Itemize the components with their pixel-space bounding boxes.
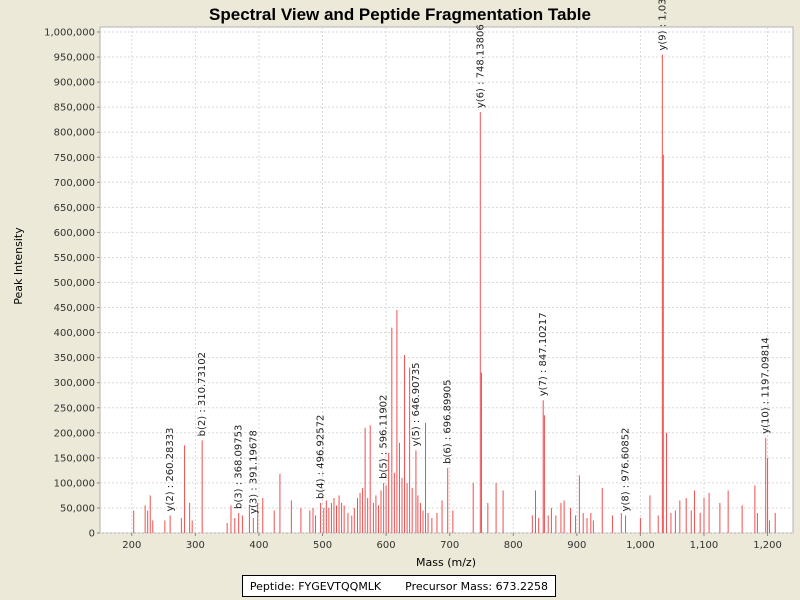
peak-annotation: y(7) : 847.10217 <box>538 312 549 396</box>
y-tick-label: 450,000 <box>54 303 95 314</box>
y-tick-label: 200,000 <box>54 428 95 439</box>
y-tick-label: 350,000 <box>54 353 95 364</box>
x-tick-label: 800 <box>504 540 523 551</box>
peak-annotation: y(5) : 646.90735 <box>411 362 422 446</box>
peak-annotation: b(2) : 310.73102 <box>197 352 208 436</box>
x-tick-label: 1,100 <box>690 540 719 551</box>
y-tick-label: 750,000 <box>54 153 95 164</box>
x-tick-label: 400 <box>249 540 268 551</box>
peak-annotation: y(6) : 748.13806 <box>475 24 486 108</box>
y-tick-label: 800,000 <box>54 128 95 139</box>
chart-title: Spectral View and Peptide Fragmentation … <box>209 5 591 24</box>
peak-annotations: y(2) : 260.28333 b(2) : 310.73102 b(3) : 3… <box>165 0 772 514</box>
x-axis-label: Mass (m/z) <box>416 556 476 569</box>
x-tick-label: 1,000 <box>626 540 655 551</box>
plot-area <box>99 26 794 534</box>
y-tick-label: 400,000 <box>54 328 95 339</box>
peak-annotation: y(8) : 976.60852 <box>621 428 632 512</box>
x-tick-label: 900 <box>567 540 586 551</box>
y-axis: 0 50,000 100,000 150,000 200,000 250,000 300,0… <box>44 28 100 540</box>
y-tick-label: 950,000 <box>54 53 95 64</box>
x-axis: 200 300 400 500 600 700 800 900 1,000 1,100 1,200 <box>122 533 782 551</box>
y-tick-label: 600,000 <box>54 228 95 239</box>
peak-annotation: y(10) : 1197.09814 <box>761 337 772 434</box>
y-tick-label: 1,000,000 <box>44 28 95 39</box>
y-tick-label: 250,000 <box>54 403 95 414</box>
x-tick-label: 300 <box>186 540 205 551</box>
y-tick-label: 300,000 <box>54 378 95 389</box>
x-tick-label: 1,200 <box>753 540 782 551</box>
grid-lines <box>100 27 793 534</box>
y-tick-label: 650,000 <box>54 203 95 214</box>
peptide-label: Peptide: FYGEVTQQMLK <box>249 579 382 593</box>
peak-annotation: y(3) : 391.19678 <box>248 430 259 514</box>
y-tick-label: 100,000 <box>54 478 95 489</box>
peak-annotation: y(9) : 1,034.52203 <box>657 0 668 51</box>
y-tick-label: 700,000 <box>54 178 95 189</box>
x-tick-label: 700 <box>440 540 459 551</box>
peak-annotation: b(3) : 368.09753 <box>234 425 245 509</box>
y-tick-label: 850,000 <box>54 103 95 114</box>
y-tick-label: 0 <box>89 529 95 540</box>
y-tick-label: 500,000 <box>54 278 95 289</box>
peak-annotation: b(4) : 496.92572 <box>316 415 327 499</box>
y-tick-label: 900,000 <box>54 78 95 89</box>
y-tick-label: 150,000 <box>54 453 95 464</box>
peak-annotation: y(2) : 260.28333 <box>165 428 176 512</box>
x-tick-label: 500 <box>313 540 332 551</box>
peptide-info-box: Peptide: FYGEVTQQMLK Precursor Mass: 673… <box>242 575 556 597</box>
y-tick-label: 550,000 <box>54 253 95 264</box>
peaks-group <box>133 54 776 533</box>
peak-annotation: b(5) : 596.11902 <box>379 395 390 479</box>
x-tick-label: 200 <box>122 540 141 551</box>
y-axis-label: Peak Intensity <box>12 227 25 305</box>
y-tick-label: 50,000 <box>60 503 95 514</box>
x-tick-label: 600 <box>377 540 396 551</box>
peak-annotation: b(6) : 696.89905 <box>443 380 454 464</box>
precursor-mass-label: Precursor Mass: 673.2258 <box>405 579 549 593</box>
